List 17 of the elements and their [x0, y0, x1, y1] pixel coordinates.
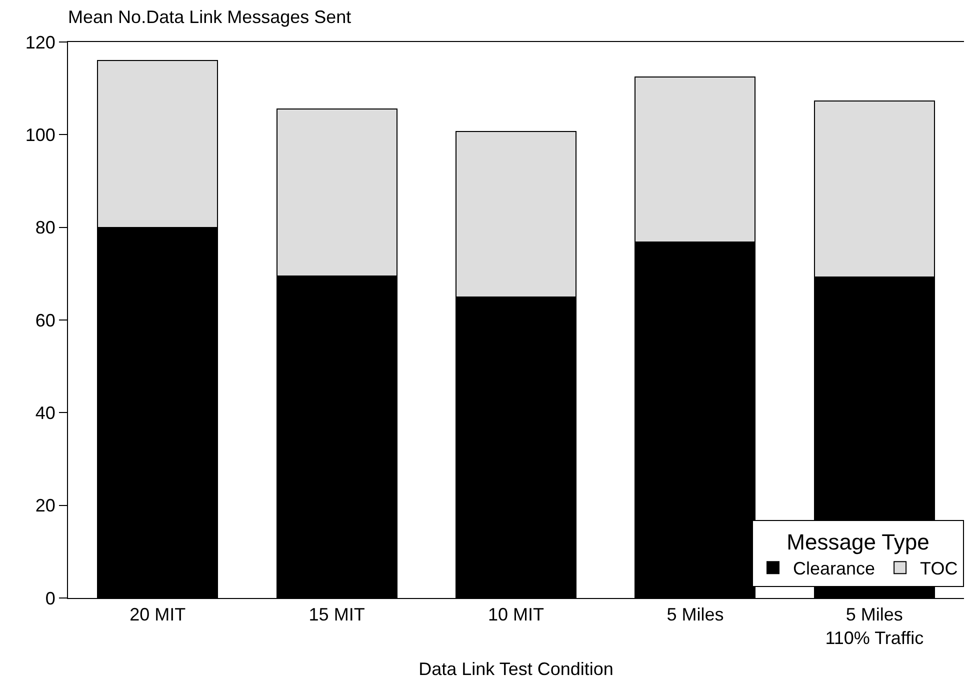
x-tick-label: 5 Miles [666, 604, 724, 625]
y-tick-label: 100 [25, 124, 56, 145]
y-tick-label: 80 [35, 218, 56, 238]
x-axis-title: Data Link Test Condition [418, 659, 614, 680]
chart-title: Mean No.Data Link Messages Sent [68, 6, 352, 27]
x-tick-label: 15 MIT [308, 604, 365, 625]
y-tick-label: 20 [35, 496, 56, 516]
x-tick-label: 5 Miles 110% Traffic [825, 604, 924, 648]
y-tick-label: 0 [45, 588, 56, 608]
x-tick-label: 20 MIT [130, 604, 186, 625]
x-tick-label: 10 MIT [488, 604, 544, 625]
legend-label: TOC [920, 558, 958, 579]
legend-label: Clearance [793, 558, 876, 579]
legend-title: Message Type [786, 529, 930, 554]
y-tick-label: 120 [25, 32, 56, 52]
y-tick-label: 60 [35, 310, 56, 330]
y-tick-label: 40 [35, 402, 56, 423]
